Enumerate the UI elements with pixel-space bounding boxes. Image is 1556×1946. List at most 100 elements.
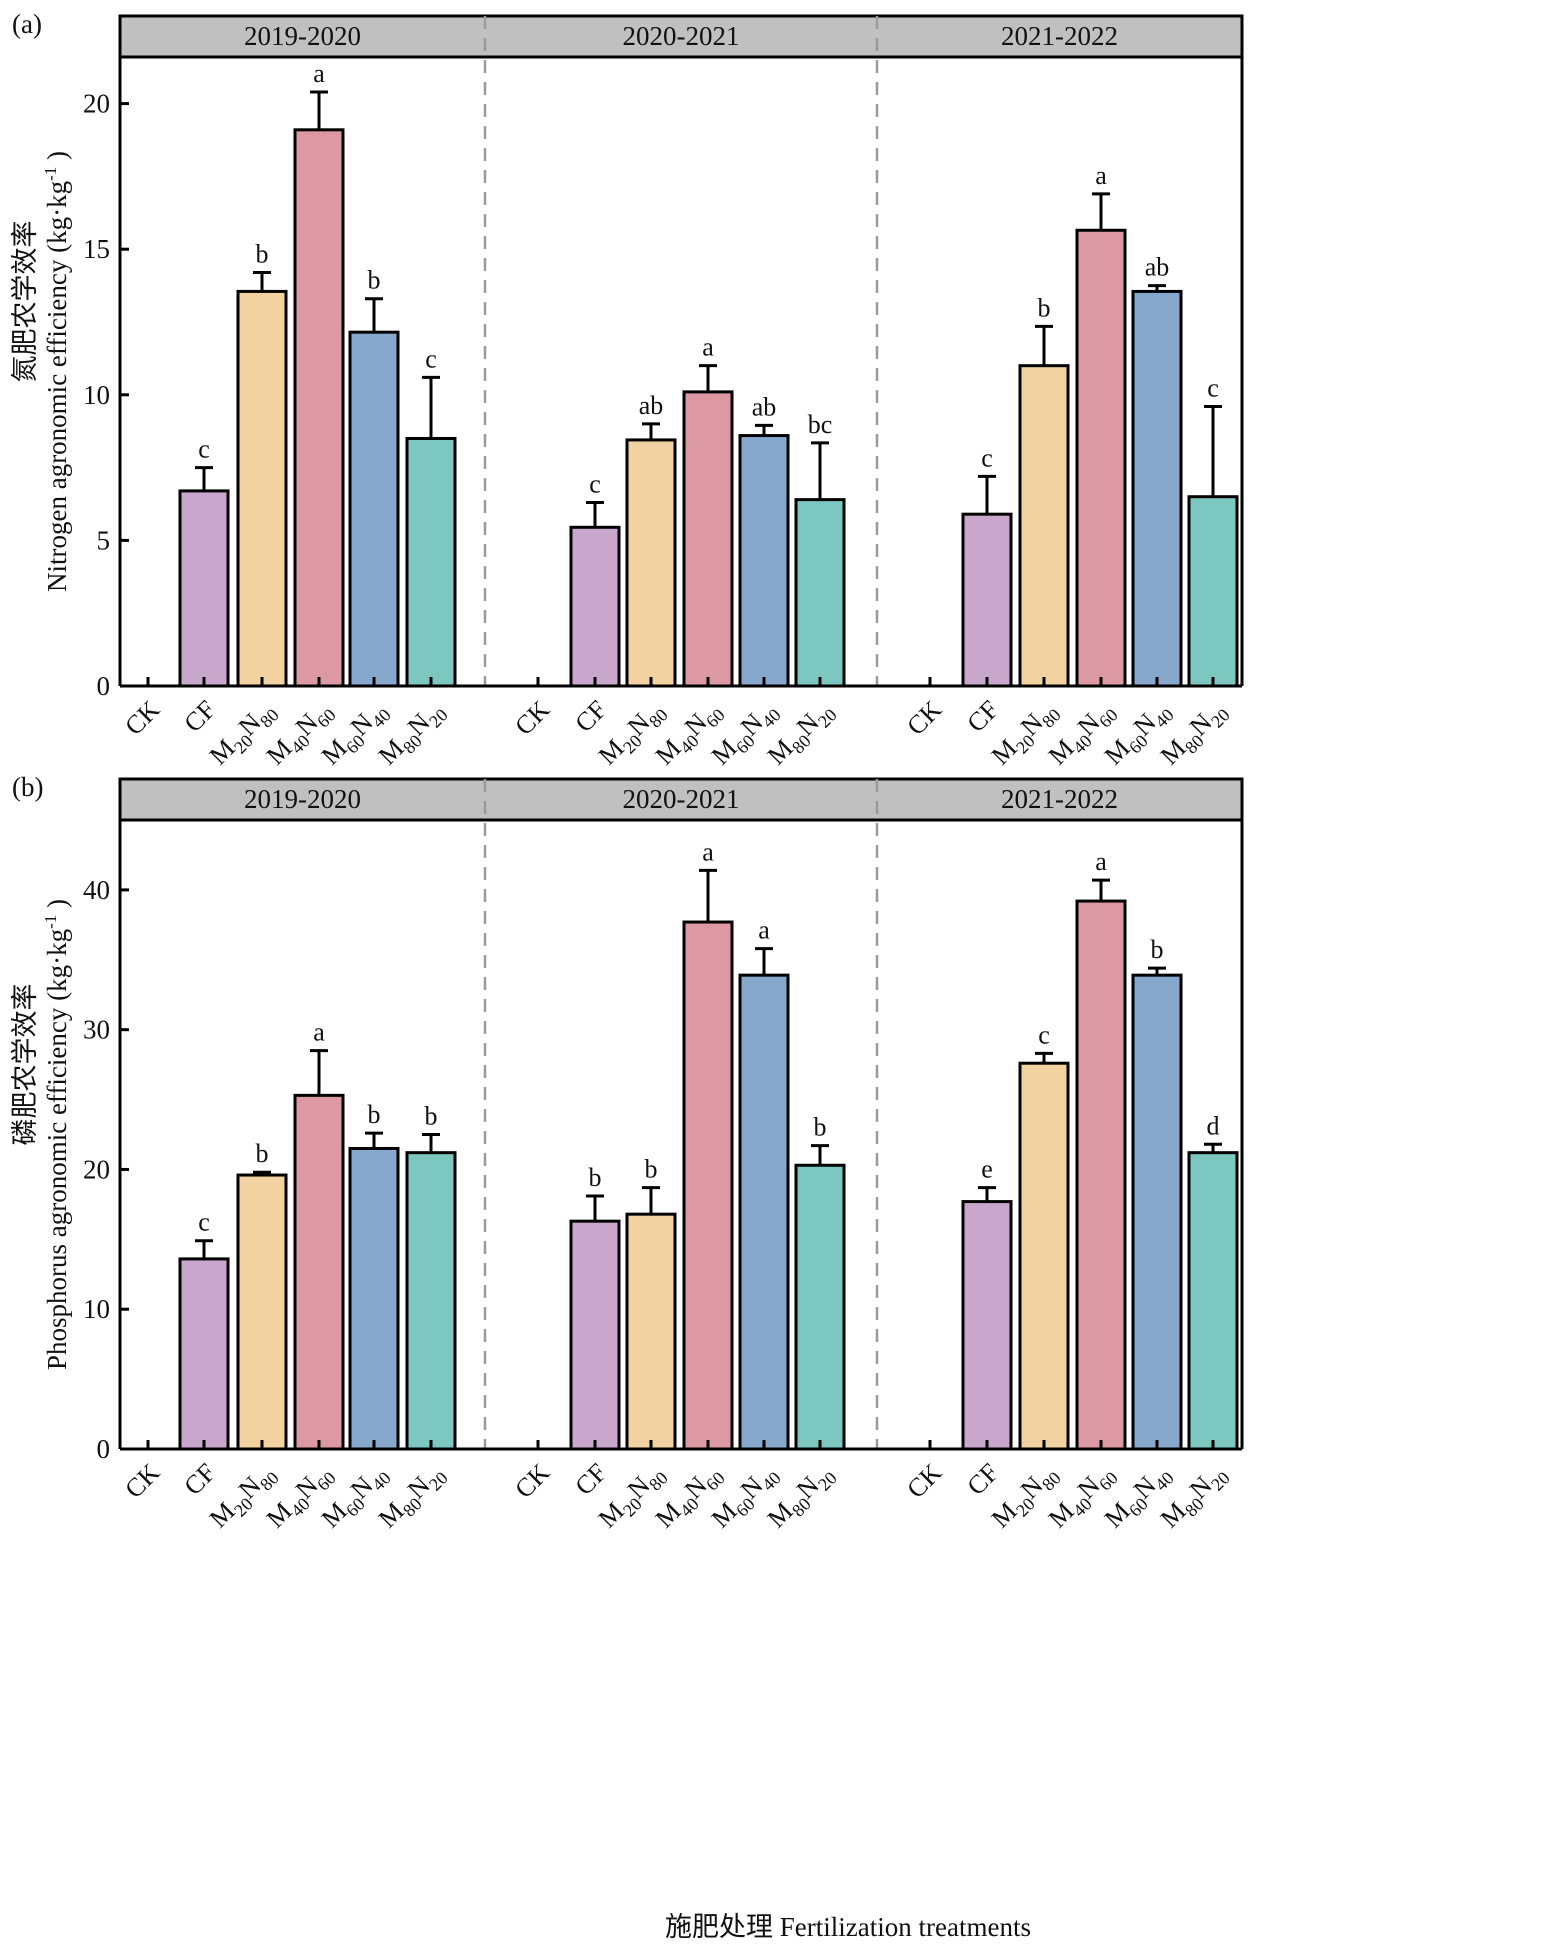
bar	[236, 1173, 288, 1451]
x-label-text: CF	[569, 695, 612, 738]
bar	[738, 434, 790, 688]
x-tick-label: M20N80	[204, 695, 283, 774]
y-tick-label: 5	[97, 525, 111, 555]
x-tick-label: M20N80	[986, 1458, 1065, 1537]
y-title-superscript: -1	[41, 167, 60, 181]
y-tick-label: 10	[83, 380, 110, 410]
y-axis-title-cn: 磷肥农学效率	[10, 984, 40, 1146]
significance-letter: b	[645, 1155, 658, 1184]
significance-letter: bc	[808, 410, 833, 439]
significance-letter: a	[702, 333, 714, 362]
bar	[1075, 228, 1127, 688]
y-title-close: )	[42, 151, 72, 167]
bar	[682, 920, 734, 1451]
y-tick-label: 0	[97, 1434, 111, 1464]
significance-letter: b	[814, 1113, 827, 1142]
bar	[1018, 364, 1070, 688]
significance-letter: ab	[639, 391, 664, 420]
facet-strip	[118, 14, 1244, 59]
significance-letter: b	[368, 266, 381, 295]
bar	[625, 1212, 677, 1451]
significance-letter: b	[425, 1102, 438, 1131]
significance-letter: c	[1038, 1020, 1050, 1049]
facet-title: 2019-2020	[244, 21, 361, 51]
significance-letter: c	[425, 344, 437, 373]
significance-letter: a	[702, 837, 714, 866]
x-label-text: CK	[119, 695, 165, 741]
significance-letter: b	[256, 1139, 269, 1168]
x-tick-label: CK	[119, 1458, 165, 1504]
significance-letter: b	[256, 239, 269, 268]
bar	[794, 1163, 846, 1451]
x-tick-label: CK	[901, 695, 947, 741]
y-title-close: )	[42, 899, 72, 915]
bar	[348, 1146, 400, 1451]
facet-title: 2021-2022	[1001, 21, 1118, 51]
significance-letter: b	[1151, 935, 1164, 964]
bar	[569, 525, 621, 688]
x-tick-label: CK	[901, 1458, 947, 1504]
y-tick-label: 20	[83, 89, 110, 119]
y-title-text: Nitrogen agronomic efficiency (kg·kg	[42, 181, 72, 592]
x-label-text: CF	[178, 695, 221, 738]
bar	[1187, 1151, 1239, 1451]
x-axis-title: 施肥处理 Fertilization treatments	[665, 1912, 1031, 1942]
significance-letter: c	[981, 443, 993, 472]
x-label-text: CK	[509, 1458, 555, 1504]
panel-a: (a) 2019-2020 2020-2021 2021-2022 0 5 10 15 20 氮肥…	[10, 9, 1244, 774]
bar	[405, 1151, 457, 1451]
x-label-text: CF	[961, 1458, 1004, 1501]
x-tick-label: M80N20	[373, 695, 452, 774]
facet-title: 2020-2021	[623, 784, 740, 814]
bar	[625, 438, 677, 688]
y-tick-label: 10	[83, 1294, 110, 1324]
x-label-text: CF	[961, 695, 1004, 738]
x-tick-label: M20N80	[593, 1458, 672, 1537]
y-tick-label: 30	[83, 1015, 110, 1045]
bar	[794, 498, 846, 688]
x-tick-label: CK	[119, 695, 165, 741]
x-label-text: CK	[901, 1458, 947, 1504]
x-tick-label: M80N20	[762, 695, 841, 774]
x-tick-label: CF	[178, 695, 221, 738]
bar	[178, 489, 230, 688]
x-label-text: CF	[569, 1458, 612, 1501]
x-tick-label: M20N80	[593, 695, 672, 774]
bar	[348, 330, 400, 688]
bar	[1131, 289, 1183, 688]
x-label-text: CK	[119, 1458, 165, 1504]
x-tick-label: CK	[509, 1458, 555, 1504]
significance-letter: ab	[752, 392, 777, 421]
panel-label: (a)	[12, 9, 42, 39]
bar	[236, 289, 288, 688]
panel-b: (b) 2019-2020 2020-2021 2021-2022 0 10 20 30 40 磷…	[10, 772, 1244, 1537]
significance-letter: c	[198, 1208, 210, 1237]
facet-title: 2019-2020	[244, 784, 361, 814]
y-axis-title-cn: 氮肥农学效率	[10, 221, 40, 383]
bar	[738, 973, 790, 1451]
bar	[293, 128, 345, 688]
x-tick-label: M80N20	[1155, 1458, 1234, 1537]
panel-label: (b)	[12, 772, 43, 802]
y-tick-label: 15	[83, 234, 110, 264]
y-axis-title-en: Nitrogen agronomic efficiency (kg·kg-1 )	[41, 151, 72, 592]
y-tick-label: 40	[83, 875, 110, 905]
significance-letter: a	[1095, 161, 1107, 190]
bar	[1018, 1061, 1070, 1451]
x-tick-label: M80N20	[373, 1458, 452, 1537]
x-label-text: CK	[509, 695, 555, 741]
significance-letter: a	[313, 1018, 325, 1047]
significance-letter: c	[198, 435, 210, 464]
bar	[961, 512, 1013, 688]
facet-title: 2020-2021	[623, 21, 740, 51]
x-tick-label: CF	[569, 695, 612, 738]
bar	[1131, 973, 1183, 1451]
significance-letter: b	[1038, 293, 1051, 322]
bar	[961, 1200, 1013, 1451]
y-title-superscript: -1	[41, 915, 60, 929]
significance-letter: ab	[1145, 253, 1170, 282]
bar	[1075, 899, 1127, 1451]
x-tick-label: CF	[961, 1458, 1004, 1501]
x-label-text: CK	[901, 695, 947, 741]
